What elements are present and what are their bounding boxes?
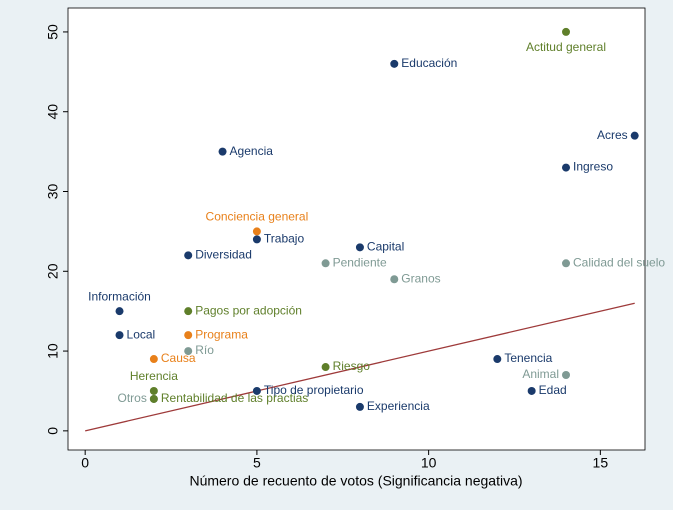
point bbox=[562, 27, 571, 36]
point-label: Otros bbox=[118, 391, 147, 405]
point bbox=[149, 394, 158, 403]
point-label: Conciencia general bbox=[206, 210, 309, 224]
point bbox=[321, 259, 330, 268]
point-label: Información bbox=[88, 289, 151, 303]
point-label: Ingreso bbox=[573, 160, 613, 174]
x-tick-label: 0 bbox=[81, 455, 89, 471]
x-axis-label: Número de recuento de votos (Significanc… bbox=[189, 473, 522, 489]
point bbox=[184, 331, 193, 340]
point bbox=[321, 363, 330, 372]
y-tick-label: 20 bbox=[45, 263, 61, 279]
point bbox=[527, 386, 536, 395]
point-label: Rentabilidad de las practias bbox=[161, 391, 308, 405]
y-tick-label: 0 bbox=[45, 427, 61, 435]
point-label: Acres bbox=[597, 128, 628, 142]
point bbox=[252, 386, 261, 395]
point-label: Agencia bbox=[230, 144, 274, 158]
point bbox=[355, 243, 364, 252]
fit-line bbox=[85, 302, 635, 432]
x-tick-label: 10 bbox=[421, 455, 437, 471]
point bbox=[562, 259, 571, 268]
point bbox=[115, 331, 124, 340]
point bbox=[184, 307, 193, 316]
point-label: Edad bbox=[539, 383, 567, 397]
point bbox=[184, 251, 193, 260]
point bbox=[115, 307, 124, 316]
point bbox=[149, 355, 158, 364]
point-label: Programa bbox=[195, 327, 248, 341]
point-label: Actitud general bbox=[526, 40, 606, 54]
y-tick-label: 50 bbox=[45, 24, 61, 40]
point-label: Tenencia bbox=[504, 351, 552, 365]
y-tick-label: 30 bbox=[45, 184, 61, 200]
point-label: Educación bbox=[401, 56, 457, 70]
point bbox=[390, 59, 399, 68]
point bbox=[355, 402, 364, 411]
point bbox=[390, 275, 399, 284]
point-label: Granos bbox=[401, 271, 440, 285]
point-label: Riesgo bbox=[333, 359, 371, 373]
point bbox=[218, 147, 227, 156]
point-label: Trabajo bbox=[264, 232, 305, 246]
point bbox=[252, 235, 261, 244]
y-tick-label: 10 bbox=[45, 343, 61, 359]
point-label: Diversidad bbox=[195, 248, 252, 262]
point-label: Local bbox=[127, 327, 156, 341]
point-label: Pendiente bbox=[333, 255, 387, 269]
point bbox=[252, 227, 261, 236]
point-label: Causa bbox=[161, 351, 196, 365]
point-label: Río bbox=[195, 343, 214, 357]
point-label: Pagos por adopción bbox=[195, 303, 302, 317]
point bbox=[630, 131, 639, 140]
point bbox=[493, 355, 502, 364]
plot-area bbox=[67, 7, 646, 451]
point-label: Tipo de propietario bbox=[264, 383, 364, 397]
point bbox=[149, 386, 158, 395]
point bbox=[562, 163, 571, 172]
point-label: Herencia bbox=[130, 369, 178, 383]
point bbox=[184, 347, 193, 356]
point-label: Capital bbox=[367, 240, 404, 254]
y-tick-label: 40 bbox=[45, 104, 61, 120]
point-label: Calidad del suelo bbox=[573, 255, 665, 269]
point-label: Animal bbox=[522, 367, 559, 381]
x-tick-label: 15 bbox=[593, 455, 609, 471]
point bbox=[562, 371, 571, 380]
point-label: Experiencia bbox=[367, 399, 430, 413]
x-tick-label: 5 bbox=[253, 455, 261, 471]
